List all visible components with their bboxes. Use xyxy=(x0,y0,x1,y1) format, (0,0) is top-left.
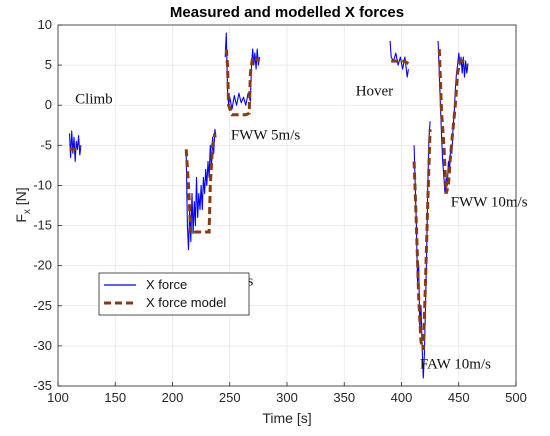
series-line-x-force xyxy=(224,32,261,110)
series-line-x-force-model xyxy=(69,145,82,151)
y-tick-label: 10 xyxy=(38,17,52,32)
series-line-x-force-model xyxy=(437,49,469,194)
x-tick-label: 100 xyxy=(47,390,69,405)
chart-title: Measured and modelled X forces xyxy=(170,4,404,21)
annotation-label: FAW 10m/s xyxy=(420,356,491,372)
x-tick-label: 400 xyxy=(391,390,413,405)
legend-box xyxy=(98,272,250,316)
series-line-x-force-model xyxy=(412,129,432,351)
x-tick-label: 150 xyxy=(104,390,126,405)
legend: X force X force model xyxy=(98,272,250,316)
y-axis-title-sub: x xyxy=(22,209,33,214)
series-line-x-force xyxy=(389,40,409,78)
y-tick-label: 5 xyxy=(45,57,52,72)
x-tick-label: 450 xyxy=(448,390,470,405)
x-axis-title: Time [s] xyxy=(262,410,311,426)
annotation-label: Climb xyxy=(75,92,113,108)
x-tick-label: 500 xyxy=(505,390,527,405)
y-axis-title: Fx [N] xyxy=(13,187,33,222)
legend-label-x-force-model: X force model xyxy=(146,295,226,310)
legend-label-x-force: X force xyxy=(146,277,187,292)
x-ticks: 100 150 200 250 300 350 400 450 500 xyxy=(47,382,527,405)
annotation-label: FWW 10m/s xyxy=(451,194,528,210)
series-line-x-force-model xyxy=(391,59,410,65)
y-tick-label: -15 xyxy=(33,218,52,233)
y-tick-label: -20 xyxy=(33,258,52,273)
x-tick-label: 300 xyxy=(276,390,298,405)
series-line-x-force xyxy=(68,130,82,162)
y-axis-title-unit: [N] xyxy=(13,187,29,205)
y-tick-label: -5 xyxy=(40,137,52,152)
series-line-x-force-model xyxy=(184,133,217,236)
x-tick-label: 350 xyxy=(333,390,355,405)
y-tick-label: 0 xyxy=(45,97,52,112)
y-tick-label: -25 xyxy=(33,298,52,313)
series-line-x-force xyxy=(185,128,217,251)
y-axis-title-main: F xyxy=(13,214,29,223)
y-tick-label: -30 xyxy=(33,338,52,353)
y-ticks: 10 5 0 -5 -10 -15 -20 -25 -30 -35 xyxy=(33,17,62,393)
series-line-x-force-model xyxy=(224,48,261,117)
annotation-label: FWW 5m/s xyxy=(231,128,300,144)
x-tick-label: 200 xyxy=(162,390,184,405)
x-tick-label: 250 xyxy=(219,390,241,405)
annotation-label: Hover xyxy=(356,84,394,100)
y-tick-label: -10 xyxy=(33,177,52,192)
y-tick-label: -35 xyxy=(33,378,52,393)
series-layer xyxy=(68,32,469,379)
